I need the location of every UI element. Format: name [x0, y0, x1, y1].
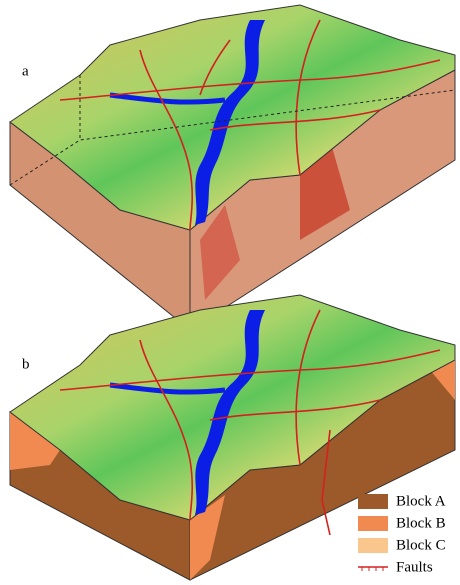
legend-swatch	[358, 516, 388, 531]
figure: a b Block A Block B Block C Faults	[0, 0, 460, 585]
panel-label: a	[22, 63, 29, 79]
legend-swatch	[358, 494, 388, 509]
legend-swatch	[358, 538, 388, 553]
legend: Block A Block B Block C Faults	[358, 493, 446, 575]
legend-label: Block B	[396, 515, 446, 531]
legend-label: Block A	[396, 493, 446, 509]
legend-label: Block C	[396, 537, 446, 553]
panel-label: b	[22, 356, 30, 372]
block-diagram-a: a	[10, 5, 455, 330]
legend-label: Faults	[396, 559, 433, 575]
block-diagram-b: b	[10, 295, 455, 580]
